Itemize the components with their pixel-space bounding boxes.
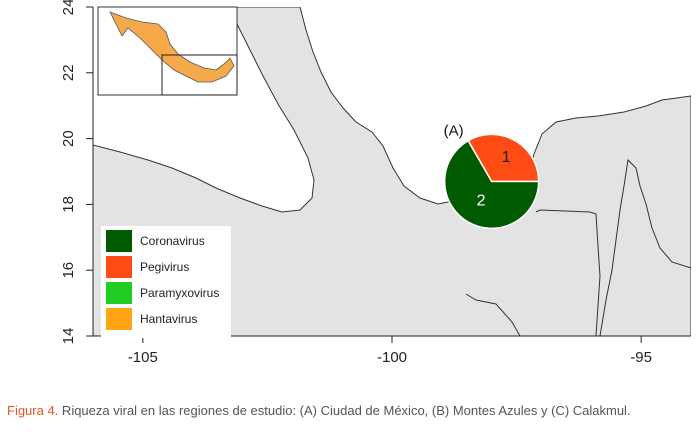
x-tick-label: -95 [630, 349, 652, 366]
landmass [93, 7, 691, 336]
y-tick-label: 22 [60, 64, 77, 81]
inset-zoom-box [161, 54, 238, 96]
legend-label: Hantavirus [140, 312, 197, 326]
legend-label: Coronavirus [140, 234, 205, 248]
land-border-2 [465, 293, 521, 336]
inset-map [97, 6, 238, 96]
land-border [535, 209, 601, 336]
figure-caption: Figura 4. Riqueza viral en las regiones … [7, 403, 631, 418]
x-tick-label: -100 [377, 349, 407, 366]
pie-slice-pegivirus [467, 133, 540, 183]
map-land [93, 7, 691, 336]
y-tick-label: 20 [60, 130, 77, 147]
y-tick-label: 24 [60, 0, 77, 15]
y-tick-label: 14 [60, 328, 77, 345]
pie-slice-label: 1 [502, 149, 511, 166]
pie-slice-coronavirus [443, 139, 540, 230]
y-axis-ticks: 14 16 18 20 22 24 [60, 0, 93, 344]
legend-swatch [106, 230, 132, 252]
legend-label: Pegivirus [140, 260, 189, 274]
pie-slice-label: 2 [477, 193, 486, 210]
legend-swatch [106, 308, 132, 330]
caption-text: Riqueza viral en las regiones de estudio… [58, 403, 631, 418]
y-tick-label: 16 [60, 262, 77, 279]
y-tick-label: 18 [60, 196, 77, 213]
pie-charts: 21(A)741(B)821(C) [443, 122, 540, 230]
x-axis-ticks: -105-100-95-90 [128, 336, 652, 366]
legend: Coronavirus Pegivirus Paramyxovirus Hantavi… [101, 226, 231, 338]
east-coast-detail [599, 158, 691, 336]
legend-swatch [106, 256, 132, 278]
legend-swatch [106, 282, 132, 304]
x-tick-label: -105 [128, 349, 158, 366]
inset-mexico-shape [109, 11, 235, 83]
legend-label: Paramyxovirus [140, 286, 219, 300]
caption-label: Figura 4. [7, 403, 59, 418]
region-label: (A) [444, 122, 464, 139]
pie-0: 2 1 (A) [443, 122, 540, 230]
